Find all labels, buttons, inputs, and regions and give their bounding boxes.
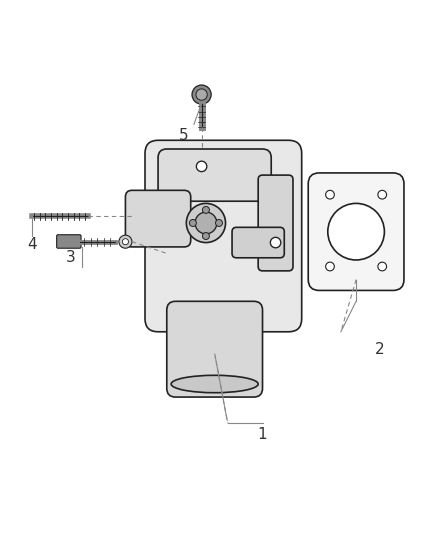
Circle shape [202, 206, 209, 213]
Circle shape [196, 161, 207, 172]
Circle shape [119, 235, 132, 248]
Circle shape [122, 239, 128, 245]
Circle shape [186, 204, 226, 243]
Text: 2: 2 [375, 342, 385, 357]
FancyBboxPatch shape [167, 301, 262, 397]
FancyBboxPatch shape [158, 149, 271, 201]
Circle shape [270, 237, 281, 248]
Ellipse shape [171, 375, 258, 393]
Text: 1: 1 [258, 426, 267, 441]
Circle shape [215, 220, 223, 227]
Circle shape [328, 204, 385, 260]
FancyBboxPatch shape [232, 228, 284, 258]
FancyBboxPatch shape [258, 175, 293, 271]
Text: 3: 3 [66, 251, 76, 265]
FancyBboxPatch shape [57, 235, 81, 248]
Circle shape [325, 190, 334, 199]
Text: 5: 5 [180, 128, 189, 143]
FancyBboxPatch shape [145, 140, 302, 332]
Circle shape [196, 89, 207, 100]
Circle shape [325, 262, 334, 271]
FancyBboxPatch shape [125, 190, 191, 247]
Circle shape [189, 220, 196, 227]
Circle shape [202, 232, 209, 239]
FancyBboxPatch shape [308, 173, 404, 290]
Text: 4: 4 [27, 237, 37, 252]
Circle shape [192, 85, 211, 104]
Circle shape [378, 262, 387, 271]
Circle shape [378, 190, 387, 199]
Circle shape [195, 212, 217, 234]
